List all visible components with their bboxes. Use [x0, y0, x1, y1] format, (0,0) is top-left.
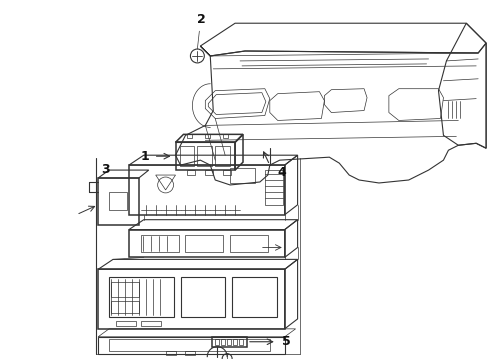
Text: 5: 5 [282, 335, 291, 348]
Bar [212, 337, 247, 347]
Bar [109, 277, 173, 317]
Bar [197, 146, 212, 166]
Bar [230, 235, 268, 252]
Bar [111, 282, 139, 297]
Bar [179, 146, 195, 166]
Bar [205, 170, 213, 175]
Bar [221, 339, 225, 345]
Text: 1: 1 [141, 150, 150, 163]
Text: 2: 2 [197, 13, 206, 26]
Bar [111, 301, 139, 313]
Bar [227, 339, 231, 345]
Bar [232, 277, 277, 317]
Text: 4: 4 [278, 166, 287, 179]
Bar [141, 321, 161, 326]
Bar [215, 339, 219, 345]
Bar [239, 339, 243, 345]
Bar [233, 339, 237, 345]
Bar [230, 168, 255, 183]
Bar [141, 235, 178, 252]
Bar [188, 134, 193, 138]
Bar [116, 321, 136, 326]
Bar [265, 170, 283, 205]
Bar [109, 192, 127, 210]
Bar [223, 134, 228, 138]
Bar [215, 146, 230, 166]
Text: 3: 3 [101, 163, 110, 176]
Bar [180, 277, 225, 317]
Bar [205, 134, 210, 138]
Bar [185, 235, 223, 252]
Bar [223, 170, 231, 175]
Bar [188, 170, 196, 175]
